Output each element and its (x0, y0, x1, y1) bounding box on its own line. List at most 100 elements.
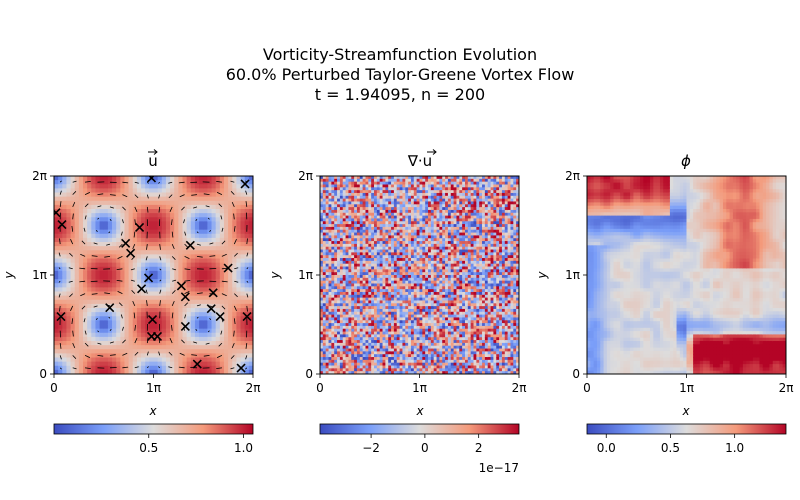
quiver-arrow (133, 231, 136, 238)
quiver-arrow (245, 190, 248, 195)
quiver-arrow (146, 300, 148, 306)
particle-marker (54, 208, 61, 218)
quiver-arrow (122, 181, 129, 184)
quiver-arrow (58, 293, 61, 298)
quiver-arrow (72, 201, 76, 208)
x-tick-label: 0 (50, 381, 58, 395)
quiver-arrow (171, 243, 175, 250)
quiver-arrow (109, 194, 116, 196)
quiver-arrow (70, 239, 74, 245)
quiver-arrow (58, 267, 61, 270)
quiver-arrow (245, 367, 248, 370)
quiver-arrow (59, 190, 62, 195)
quiver-arrow (70, 305, 74, 311)
quiver-arrow (220, 330, 223, 335)
colorbar-tick-label: 0 (421, 441, 429, 455)
quiver-arrow (159, 300, 161, 306)
quiver-arrow (233, 318, 236, 325)
quiver-arrow (209, 318, 212, 320)
quiver-arrow (122, 366, 129, 369)
quiver-arrow (171, 300, 175, 307)
quiver-arrow (79, 280, 86, 283)
quiver-arrow (184, 231, 187, 236)
quiver-arrow (245, 343, 248, 349)
quiver-arrow (196, 231, 199, 234)
quiver-arrow (146, 194, 149, 199)
quiver-arrow (120, 231, 123, 236)
quiver-arrow (191, 194, 198, 196)
quiver-arrow (95, 318, 98, 320)
quiver-arrow (122, 339, 126, 344)
quiver-arrow (109, 206, 114, 209)
quiver-arrow (71, 318, 74, 325)
quiver-arrow (246, 305, 248, 312)
quiver-arrow (179, 194, 185, 198)
quiver-arrow (196, 304, 201, 307)
particle-marker (180, 321, 190, 332)
quiver-arrow (159, 268, 162, 271)
quiver-arrow (171, 290, 176, 294)
colorbar-tick-label: 0.5 (661, 441, 680, 455)
quiver-arrow (196, 316, 199, 319)
particle-markers (54, 176, 252, 373)
x-tick-label: 0 (316, 381, 324, 395)
quiver-arrow (109, 354, 116, 356)
quiver-arrow (169, 206, 173, 212)
quiver-arrow (72, 367, 77, 370)
particle-marker (126, 248, 136, 258)
quiver-arrow (84, 203, 89, 208)
quiver-arrow (134, 206, 138, 212)
particle-marker (176, 281, 186, 291)
quiver-arrow (168, 366, 173, 369)
quiver-arrow (233, 239, 237, 245)
velocity-panel: u 00 1π 1π 2π 2π x y 0.5 1.0 (2, 149, 261, 455)
quiver-arrow (221, 267, 228, 270)
quiver-arrow (146, 351, 149, 356)
colorbar-tick-label: 0.5 (139, 441, 158, 455)
quiver-arrow (221, 293, 227, 297)
quiver-arrow (159, 289, 162, 294)
x-tick-label: 2π (246, 381, 261, 395)
particle-marker (56, 312, 66, 322)
quiver-arrow (171, 312, 174, 319)
quiver-arrow (117, 256, 123, 259)
colorbar-tick-label: 2 (475, 441, 483, 455)
quiver-arrow (116, 280, 123, 282)
quiver-arrow (218, 203, 223, 208)
divergence-panel-title: ∇·u (407, 152, 432, 170)
quiver-arrow (108, 316, 111, 319)
quiver-arrow (133, 312, 136, 319)
divergence-colorbar-offset: 1e−17 (479, 461, 519, 475)
quiver-arrow (81, 240, 86, 245)
particle-marker (105, 303, 115, 313)
quiver-arrow (93, 305, 98, 308)
particle-marker (135, 222, 145, 233)
quiver-arrow (231, 201, 235, 208)
quiver-arrow (134, 351, 139, 356)
particle-marker (121, 238, 131, 248)
x-tick-label: 0 (583, 381, 591, 395)
quiver-arrow (122, 194, 128, 198)
quiver-arrow (81, 305, 86, 310)
quiver-arrow (72, 191, 77, 195)
quiver-arrow (221, 240, 226, 245)
velocity-panel-title: u (148, 152, 158, 170)
quiver-arrow (85, 367, 91, 369)
quiver-arrow (158, 351, 161, 356)
quiver-arrow (233, 213, 235, 220)
quiver-arrow (118, 302, 123, 307)
scalar-x-axis-label: x (681, 404, 690, 418)
velocity-colorbar (53, 423, 254, 435)
quiver-arrow (184, 280, 191, 282)
quiver-arrow (230, 191, 235, 195)
y-tick-label: 2π (298, 169, 313, 183)
quiver-arrow (68, 280, 73, 283)
x-tick-label: 1π (146, 381, 161, 395)
quiver-arrow (84, 355, 91, 358)
quiver-arrow (84, 192, 91, 195)
scalar-y-axis-label: y (535, 271, 549, 280)
quiver-arrow (168, 351, 173, 356)
particle-marker (143, 273, 154, 283)
